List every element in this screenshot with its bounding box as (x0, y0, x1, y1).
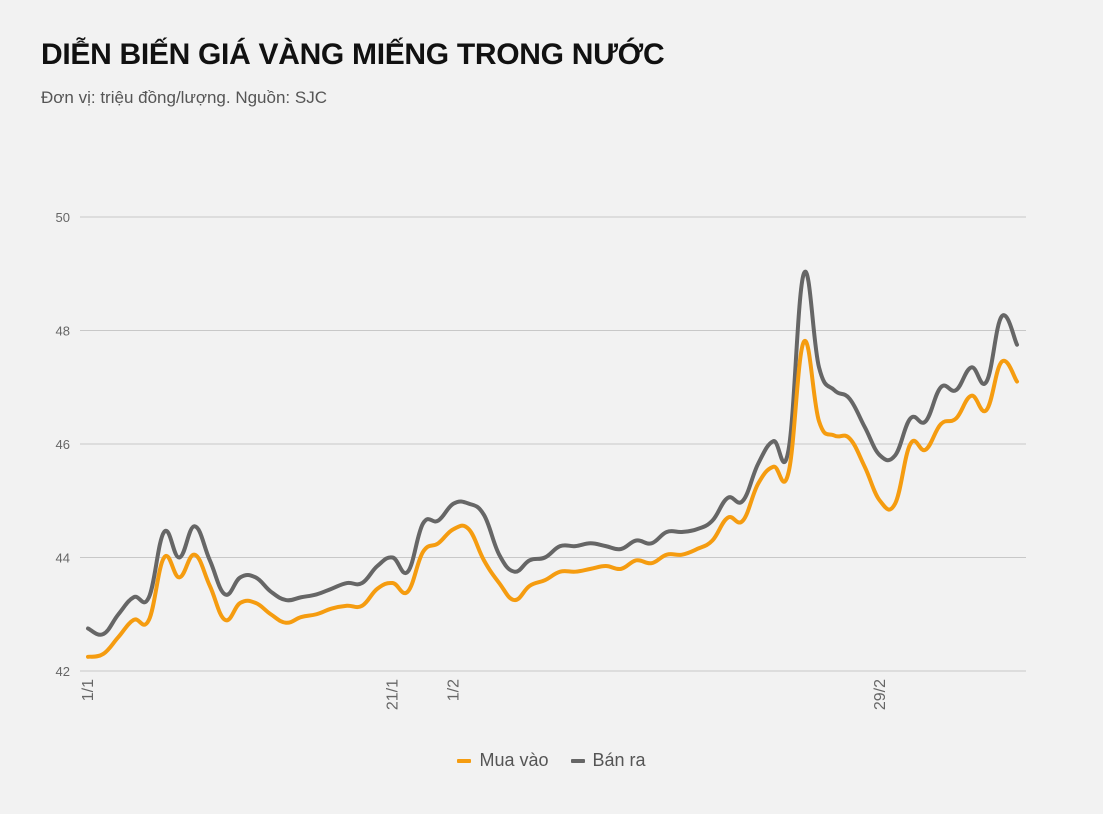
series-line-ban-ra (86, 269, 1019, 637)
x-axis-ticks: 1/1 21/1 1/2 29/2 (80, 679, 889, 710)
series-lines (86, 269, 1019, 659)
x-tick-label: 1/1 (80, 679, 97, 701)
series-line-mua-vao (86, 338, 1019, 659)
y-axis-ticks: 42 44 46 48 50 (56, 210, 70, 679)
legend-label-mua-vao: Mua vào (479, 750, 549, 770)
y-tick-label: 50 (56, 210, 70, 225)
y-tick-label: 44 (56, 551, 70, 566)
y-tick-label: 42 (56, 664, 70, 679)
gridlines (80, 216, 1026, 672)
y-tick-label: 48 (56, 324, 70, 339)
x-tick-label: 29/2 (872, 679, 889, 710)
legend-item-ban-ra[interactable]: Bán ra (570, 750, 646, 771)
legend-label-ban-ra: Bán ra (592, 750, 646, 770)
legend: Mua vào Bán ra (0, 750, 1103, 771)
y-tick-label: 46 (56, 437, 70, 452)
chart-title: DIỄN BIẾN GIÁ VÀNG MIẾNG TRONG NƯỚC (41, 38, 665, 71)
chart-subtitle: Đơn vị: triệu đồng/lượng. Nguồn: SJC (41, 88, 327, 107)
x-tick-label: 21/1 (385, 679, 402, 710)
legend-swatch-ban-ra (570, 758, 585, 763)
legend-item-mua-vao[interactable]: Mua vào (457, 750, 549, 771)
x-tick-label: 1/2 (446, 679, 463, 701)
legend-swatch-mua-vao (457, 758, 472, 763)
